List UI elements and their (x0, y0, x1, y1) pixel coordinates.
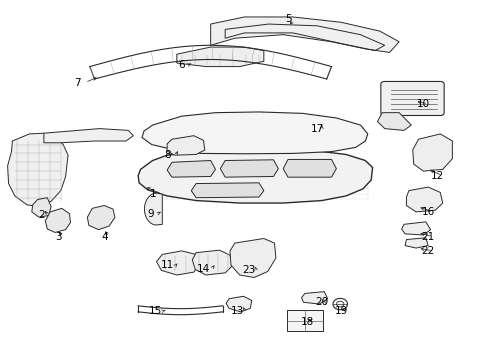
Text: 8: 8 (163, 150, 170, 160)
Text: 20: 20 (315, 297, 328, 307)
Polygon shape (45, 208, 70, 233)
Text: 2: 2 (38, 211, 45, 220)
Text: 1: 1 (149, 189, 156, 199)
Polygon shape (229, 238, 275, 278)
Text: 19: 19 (334, 306, 347, 316)
Polygon shape (138, 150, 372, 203)
Polygon shape (401, 222, 430, 235)
Text: 3: 3 (55, 232, 61, 242)
Polygon shape (44, 129, 133, 143)
Text: 21: 21 (421, 232, 434, 242)
Text: 14: 14 (196, 264, 210, 274)
Polygon shape (210, 17, 398, 53)
Text: 4: 4 (101, 232, 107, 242)
Polygon shape (167, 161, 215, 177)
Bar (286, 310, 323, 331)
Text: 10: 10 (416, 99, 429, 109)
Polygon shape (32, 198, 51, 217)
Text: 9: 9 (146, 209, 153, 219)
Text: 23: 23 (242, 265, 255, 275)
Polygon shape (191, 183, 264, 198)
Polygon shape (406, 187, 442, 212)
Polygon shape (283, 159, 336, 177)
Text: 13: 13 (230, 306, 244, 316)
Text: 11: 11 (160, 260, 173, 270)
Polygon shape (412, 134, 451, 171)
Polygon shape (156, 251, 200, 275)
Text: 12: 12 (430, 171, 444, 181)
Polygon shape (144, 193, 162, 225)
Polygon shape (377, 113, 410, 130)
Polygon shape (220, 160, 278, 177)
Text: 5: 5 (284, 14, 291, 24)
Polygon shape (404, 238, 427, 248)
Polygon shape (225, 296, 251, 312)
Polygon shape (142, 112, 367, 154)
Text: 16: 16 (421, 207, 434, 217)
Polygon shape (8, 133, 68, 207)
Polygon shape (310, 120, 327, 132)
Text: 22: 22 (421, 246, 434, 256)
Text: 17: 17 (310, 123, 323, 134)
Polygon shape (301, 292, 327, 304)
Text: 7: 7 (74, 77, 81, 87)
Polygon shape (192, 250, 232, 275)
Text: 6: 6 (178, 60, 184, 70)
Polygon shape (87, 206, 115, 230)
Text: 18: 18 (300, 317, 313, 327)
Text: 15: 15 (148, 306, 162, 316)
Polygon shape (177, 47, 264, 67)
Polygon shape (167, 136, 204, 155)
FancyBboxPatch shape (380, 81, 443, 116)
